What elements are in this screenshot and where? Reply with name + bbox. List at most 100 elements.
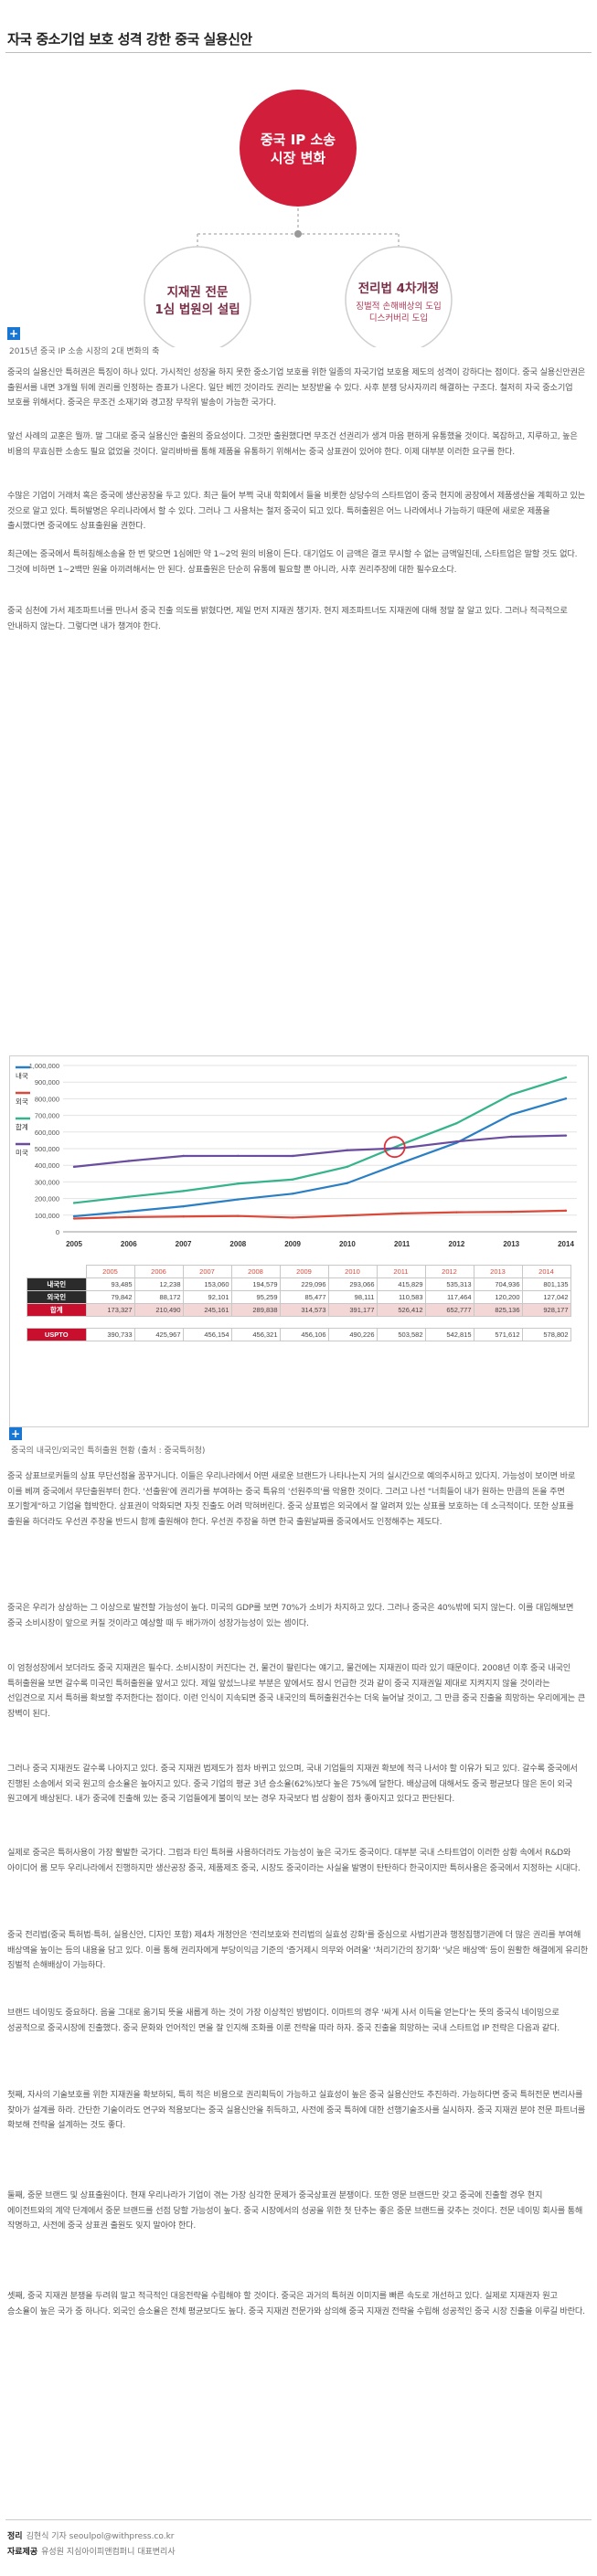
y-tick-label: 0 xyxy=(56,1228,59,1236)
data-point xyxy=(510,1210,513,1214)
table-cell: 289,838 xyxy=(230,1303,281,1317)
data-point xyxy=(400,1161,403,1164)
body-paragraph: 수많은 기업이 거래처 혹은 중국에 생산공장을 두고 있다. 최근 들어 부쩍… xyxy=(7,491,585,531)
data-point xyxy=(182,1190,185,1193)
data-point xyxy=(564,1134,568,1137)
series-line xyxy=(73,1134,567,1168)
table-header-cell: 2013 xyxy=(473,1265,523,1278)
y-tick-label: 500,000 xyxy=(35,1145,59,1153)
data-point xyxy=(564,1097,568,1100)
table-cell: 390,733 xyxy=(85,1328,135,1341)
data-point xyxy=(400,1142,403,1146)
body-paragraph: 앞선 사례의 교훈은 뭘까. 말 그대로 중국 실용신안 출원의 중요성이다. … xyxy=(7,431,578,457)
table-cell: 79,842 xyxy=(85,1290,135,1304)
expand-chart-button[interactable]: + xyxy=(9,1427,22,1440)
body-paragraph: 중국 심천에 가서 제조파트너를 만나서 중국 진출 의도를 밝혔다면, 제일 … xyxy=(7,606,568,631)
data-point xyxy=(237,1154,240,1158)
table-cell: 194,579 xyxy=(230,1277,281,1291)
data-point xyxy=(291,1216,294,1219)
article-title: 자국 중소기업 보호 성격 강한 중국 실용신안 xyxy=(7,31,252,48)
data-point xyxy=(182,1204,185,1208)
data-point xyxy=(510,1113,513,1116)
x-tick-label: 2009 xyxy=(284,1240,301,1248)
table-cell: 85,477 xyxy=(279,1290,329,1304)
right-node-sub: 징벌적 손해배상의 도입 디스커버리 도입 xyxy=(356,301,441,323)
data-point xyxy=(400,1212,403,1215)
credit-source: 자료제공 유성원 지심아이피앤컴퍼니 대표변리사 xyxy=(7,2545,176,2557)
table-cell: 93,485 xyxy=(85,1277,135,1291)
table-header-cell: 2007 xyxy=(182,1265,232,1278)
y-tick-label: 200,000 xyxy=(35,1195,59,1203)
table-cell: 173,327 xyxy=(85,1303,135,1317)
table-row-label: 합계 xyxy=(27,1303,87,1317)
data-point xyxy=(182,1215,185,1218)
table-row: 내국인 93,485 12,238 153,060 194,579 229,096 293,… xyxy=(27,1277,571,1291)
series-line xyxy=(73,1209,567,1220)
left-node-label: 지재권 전문 1심 법원의 설립 xyxy=(155,284,240,317)
table-cell: 210,490 xyxy=(133,1303,184,1317)
table-cell: 456,321 xyxy=(230,1328,281,1341)
data-point xyxy=(564,1076,568,1079)
highlight-circle xyxy=(383,1136,406,1159)
center-node-label: 중국 IP 소송 시장 변화 xyxy=(261,132,336,166)
center-node xyxy=(240,90,357,207)
x-tick-label: 2008 xyxy=(229,1240,246,1248)
data-point xyxy=(127,1195,130,1198)
x-tick-label: 2010 xyxy=(339,1240,356,1248)
table-cell: 391,177 xyxy=(327,1303,378,1317)
body-paragraph: 둘째, 중문 브랜드 및 상표출원이다. 현재 우리나라가 기업이 겪는 가장 … xyxy=(7,2190,583,2231)
table-cell: 110,583 xyxy=(376,1290,426,1304)
data-point xyxy=(127,1215,130,1219)
table-row: 합계 173,327 210,490 245,161 289,838 314,573 391… xyxy=(27,1303,571,1317)
data-point xyxy=(182,1154,185,1158)
data-point xyxy=(237,1198,240,1201)
table-header-cell: 2012 xyxy=(424,1265,474,1278)
table-cell: 92,101 xyxy=(182,1290,232,1304)
table-header-cell: 2006 xyxy=(133,1265,184,1278)
table-cell: 456,154 xyxy=(182,1328,232,1341)
y-tick-label: 900,000 xyxy=(35,1078,59,1087)
legend-label: 합계 xyxy=(16,1122,28,1131)
table-header-cell: 2009 xyxy=(279,1265,329,1278)
data-point xyxy=(237,1214,240,1217)
table-cell: 801,135 xyxy=(521,1277,571,1291)
series-line xyxy=(73,1097,567,1218)
table-cell: 88,172 xyxy=(133,1290,184,1304)
credit-editor-label: 정리 xyxy=(7,2532,23,2541)
table-cell: 415,829 xyxy=(376,1277,426,1291)
data-point xyxy=(291,1193,294,1195)
usa-row-label: USPTO xyxy=(27,1328,87,1341)
table-cell: 571,612 xyxy=(473,1328,523,1341)
patent-line-chart: 0 100,000 200,000 300,000 400,000 500,000 600,… xyxy=(16,1062,577,1341)
expand-image-button[interactable]: + xyxy=(7,327,20,340)
legend-label: 외국 xyxy=(16,1097,28,1106)
table-header-cell: 2011 xyxy=(376,1265,426,1278)
body-paragraph: 중국은 우리가 상상하는 그 이상으로 발전할 가능성이 높다. 미국의 GDP… xyxy=(7,1603,574,1628)
x-tick-label: 2007 xyxy=(176,1240,192,1248)
table-cell: 314,573 xyxy=(279,1303,329,1317)
y-tick-label: 700,000 xyxy=(35,1112,59,1120)
table-cell: 503,582 xyxy=(376,1328,426,1341)
data-point xyxy=(564,1209,568,1213)
ip-diagram: 중국 IP 소송 시장 변화 지재권 전문 1심 법원의 설립 전리법 4차개정 징… xyxy=(144,90,453,347)
data-table-container: 2005 2006 2007 2008 2009 2010 2011 2012 2013 2014… xyxy=(27,1265,571,1341)
x-tick-label: 2011 xyxy=(394,1240,410,1248)
table-cell: 704,936 xyxy=(473,1277,523,1291)
body-paragraph: 브랜드 네이밍도 중요하다. 음을 그대로 옮기되 뜻을 새롭게 하는 것이 가… xyxy=(7,2008,560,2033)
data-point xyxy=(127,1160,130,1162)
right-node-title: 전리법 4차개정 xyxy=(358,281,440,296)
table-cell: 535,313 xyxy=(424,1277,474,1291)
table-cell: 928,177 xyxy=(521,1303,571,1317)
table-cell: 120,200 xyxy=(473,1290,523,1304)
table-cell: 456,106 xyxy=(279,1328,329,1341)
table-cell: 526,412 xyxy=(376,1303,426,1317)
table-cell: 542,815 xyxy=(424,1328,474,1341)
table-header-cell: 2008 xyxy=(230,1265,281,1278)
data-point xyxy=(127,1210,130,1213)
table-cell: 245,161 xyxy=(182,1303,232,1317)
body-paragraph: 중국 상표브로커들의 상표 무단선점을 꿈꾸거니다. 이들은 우리나라에서 어떤… xyxy=(7,1471,576,1527)
data-point xyxy=(400,1147,403,1150)
body-paragraph: 최근에는 중국에서 특허침해소송을 한 번 맞으면 1심에만 약 1~2억 원의… xyxy=(7,549,578,575)
data-point xyxy=(346,1182,349,1184)
legend-label: 미국 xyxy=(16,1149,28,1157)
